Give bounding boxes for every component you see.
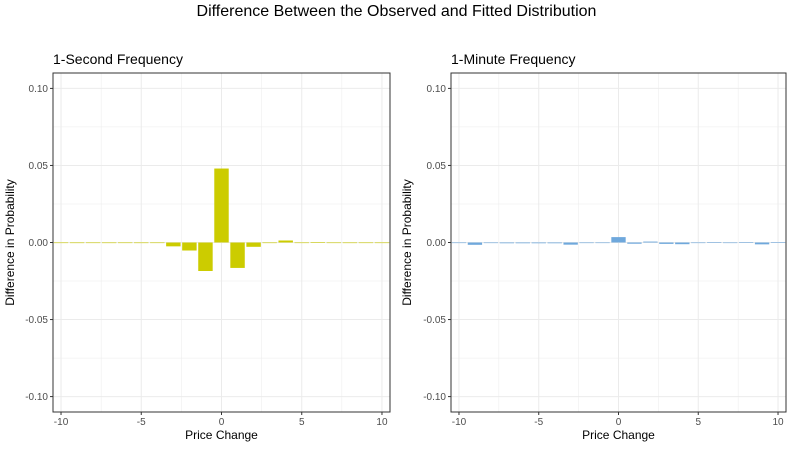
y-axis-label: Difference in Probability [400, 179, 414, 306]
figure-title: Difference Between the Observed and Fitt… [197, 3, 597, 20]
panel-title: 1-Minute Frequency [451, 51, 576, 67]
bar-second-x7 [326, 242, 342, 244]
x-tick-label: 5 [695, 417, 701, 428]
x-axis-label: Price Change [185, 428, 258, 442]
bar-second-x0 [214, 168, 229, 243]
x-axis-label: Price Change [582, 428, 655, 442]
x-tick-label: 0 [616, 417, 622, 428]
bar-minute-x-1 [595, 242, 610, 244]
x-tick-label: -10 [452, 417, 467, 428]
bar-minute-x8 [738, 242, 754, 243]
y-tick-label: 0.00 [29, 238, 49, 249]
x-tick-label: -5 [534, 417, 543, 428]
bar-minute-x4 [675, 242, 690, 245]
bar-second-x3 [262, 242, 277, 244]
y-tick-label: 0.10 [427, 84, 447, 95]
bar-minute-x2 [643, 241, 658, 243]
panel-1-second: 1-Second Frequency 0.10 0.05 0.00 -0.05 -0.10… [3, 51, 391, 442]
y-tick-label: 0.10 [29, 84, 49, 95]
bar-second-x-6 [117, 242, 133, 244]
bar-minute-x-3 [563, 242, 578, 245]
bar-minute-x-7 [499, 242, 515, 244]
bar-minute-x-6 [515, 242, 530, 244]
bar-second-x10 [374, 242, 390, 244]
bar-second-x-4 [150, 242, 165, 244]
bar-second-x-2 [182, 242, 197, 251]
y-tick-label: 0.00 [427, 238, 447, 249]
bar-second-x-1 [198, 242, 213, 272]
x-tick-label: -5 [137, 417, 146, 428]
bar-minute-x10 [770, 242, 786, 243]
x-tick-label: 5 [299, 417, 305, 428]
x-tick-label: 10 [376, 417, 388, 428]
bar-minute-x0 [611, 237, 626, 243]
bar-second-x-9 [69, 242, 85, 244]
bar-minute-x-8 [483, 242, 499, 244]
y-tick-label: -0.10 [25, 392, 48, 403]
x-tick-label: 10 [772, 417, 784, 428]
bar-second-x-7 [101, 242, 117, 244]
bar-minute-x3 [659, 242, 674, 244]
y-tick-label: -0.05 [423, 315, 446, 326]
bar-minute-x5 [691, 242, 706, 244]
y-axis-label: Difference in Probability [3, 179, 17, 306]
bar-minute-x-10 [451, 242, 467, 244]
bar-second-x1 [230, 242, 245, 268]
bar-second-x2 [246, 242, 261, 247]
bar-second-x5 [294, 242, 309, 244]
bar-minute-x-5 [531, 242, 546, 244]
bar-second-x-5 [134, 242, 149, 244]
bar-second-x4 [278, 240, 293, 243]
bar-minute-x-9 [467, 242, 483, 245]
bar-minute-x7 [722, 242, 738, 244]
bar-second-x-3 [166, 242, 181, 247]
bar-second-x-10 [53, 242, 69, 244]
bar-minute-x6 [707, 242, 722, 243]
bar-second-x-8 [85, 242, 101, 244]
bar-second-x8 [342, 242, 358, 244]
y-tick-label: -0.10 [423, 392, 446, 403]
y-tick-label: -0.05 [25, 315, 48, 326]
panel-title: 1-Second Frequency [53, 51, 183, 67]
bar-minute-x1 [627, 242, 642, 244]
bar-minute-x-2 [579, 242, 594, 244]
bar-minute-x9 [754, 242, 770, 245]
y-tick-label: 0.05 [427, 161, 447, 172]
x-tick-label: -10 [54, 417, 69, 428]
x-tick-label: 0 [219, 417, 225, 428]
bar-second-x6 [310, 242, 326, 243]
y-tick-label: 0.05 [29, 161, 49, 172]
bar-minute-x-4 [547, 242, 562, 244]
bar-second-x9 [358, 242, 374, 244]
panel-1-minute: 1-Minute Frequency 0.10 0.05 0.00 -0.05 -0.10… [400, 51, 787, 442]
